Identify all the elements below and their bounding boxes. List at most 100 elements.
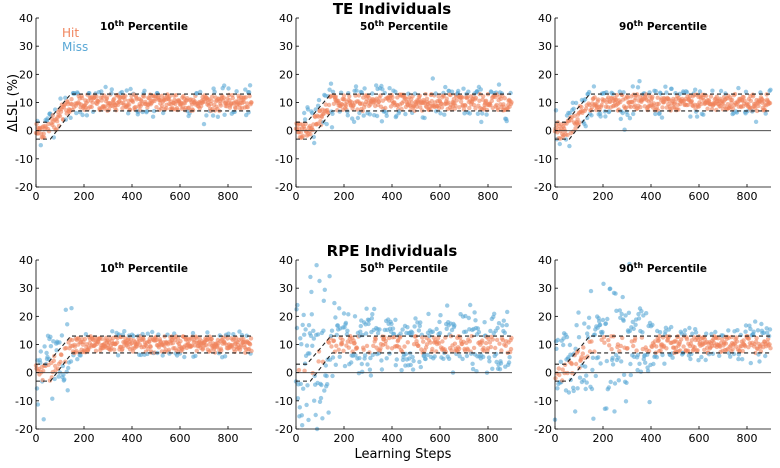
hit-point <box>634 348 639 353</box>
miss-point <box>623 399 629 404</box>
miss-point <box>247 83 253 88</box>
miss-point <box>322 388 327 393</box>
miss-point <box>302 332 307 337</box>
hit-point <box>620 335 625 341</box>
miss-point <box>574 323 579 328</box>
miss-point <box>583 124 588 129</box>
y-tick-label: 10 <box>19 339 33 352</box>
miss-point <box>621 318 626 323</box>
miss-point <box>80 112 85 118</box>
miss-point <box>468 302 473 308</box>
hit-point <box>316 349 322 354</box>
y-tick-label: 0 <box>26 367 33 380</box>
hit-point <box>459 95 465 100</box>
miss-point <box>63 307 68 312</box>
hit-point <box>53 363 58 369</box>
miss-point <box>478 87 483 92</box>
row-title-rpe: RPE Individuals <box>327 242 458 260</box>
miss-point <box>368 373 374 378</box>
miss-point <box>68 359 74 364</box>
miss-point <box>384 356 389 361</box>
x-tick-label: 600 <box>689 190 710 203</box>
miss-point <box>410 367 416 372</box>
miss-point <box>413 316 418 321</box>
hit-point <box>625 95 631 100</box>
hit-point <box>63 345 69 351</box>
miss-point <box>52 376 57 382</box>
miss-point <box>231 332 236 337</box>
miss-point <box>759 321 764 327</box>
hit-point <box>114 108 119 113</box>
miss-point <box>456 88 461 94</box>
hit-point <box>326 340 332 345</box>
miss-point <box>126 111 131 116</box>
y-tick-label: 10 <box>279 339 293 352</box>
miss-point <box>566 390 572 395</box>
miss-point <box>432 354 437 359</box>
x-tick-label: 600 <box>689 432 710 445</box>
hit-point <box>326 102 332 108</box>
miss-point <box>364 306 369 311</box>
hit-point <box>133 104 138 110</box>
hit-point <box>464 340 469 345</box>
miss-point <box>332 300 337 306</box>
miss-point <box>584 380 589 385</box>
miss-point <box>298 381 303 387</box>
hit-point <box>560 378 565 383</box>
miss-point <box>150 114 156 119</box>
hit-point <box>502 96 507 101</box>
miss-point <box>44 350 49 356</box>
hit-point <box>467 339 472 344</box>
miss-point <box>358 329 363 334</box>
miss-point <box>713 329 718 335</box>
y-tick-label: 20 <box>19 68 33 81</box>
hit-point <box>331 338 337 343</box>
miss-point <box>463 313 468 319</box>
miss-point <box>598 114 603 119</box>
miss-point <box>717 353 722 358</box>
miss-point <box>110 329 115 334</box>
x-tick-label: 0 <box>552 432 559 445</box>
miss-point <box>425 352 430 358</box>
miss-point <box>644 311 649 316</box>
miss-point <box>488 328 493 334</box>
miss-point <box>298 336 303 341</box>
miss-point <box>696 358 701 363</box>
miss-point <box>603 321 609 326</box>
miss-point <box>328 81 334 86</box>
hit-point <box>99 336 105 341</box>
miss-point <box>657 111 662 116</box>
miss-point <box>743 323 749 328</box>
hit-point <box>497 341 502 346</box>
y-tick-label: 40 <box>19 254 33 267</box>
miss-point <box>380 87 385 92</box>
miss-point <box>481 354 486 360</box>
miss-point <box>504 118 509 124</box>
hit-point <box>685 102 691 108</box>
miss-point <box>585 331 590 336</box>
miss-point <box>212 89 217 95</box>
miss-point <box>337 306 342 311</box>
y-tick-label: 0 <box>545 367 552 380</box>
hit-point <box>473 95 479 101</box>
miss-point <box>593 373 598 379</box>
miss-point <box>461 86 466 91</box>
miss-point <box>767 327 773 332</box>
hit-point <box>570 371 575 376</box>
hit-point <box>316 359 321 364</box>
miss-point <box>215 114 221 120</box>
miss-point <box>621 372 627 377</box>
hit-point <box>225 336 230 341</box>
miss-point <box>603 114 608 119</box>
hit-point <box>575 117 580 122</box>
miss-point <box>350 116 355 121</box>
miss-point <box>573 100 579 106</box>
miss-point <box>694 114 700 119</box>
miss-point <box>590 367 595 373</box>
miss-point <box>630 84 635 89</box>
hit-point <box>241 99 246 105</box>
miss-point <box>606 385 611 390</box>
miss-point <box>205 330 210 335</box>
